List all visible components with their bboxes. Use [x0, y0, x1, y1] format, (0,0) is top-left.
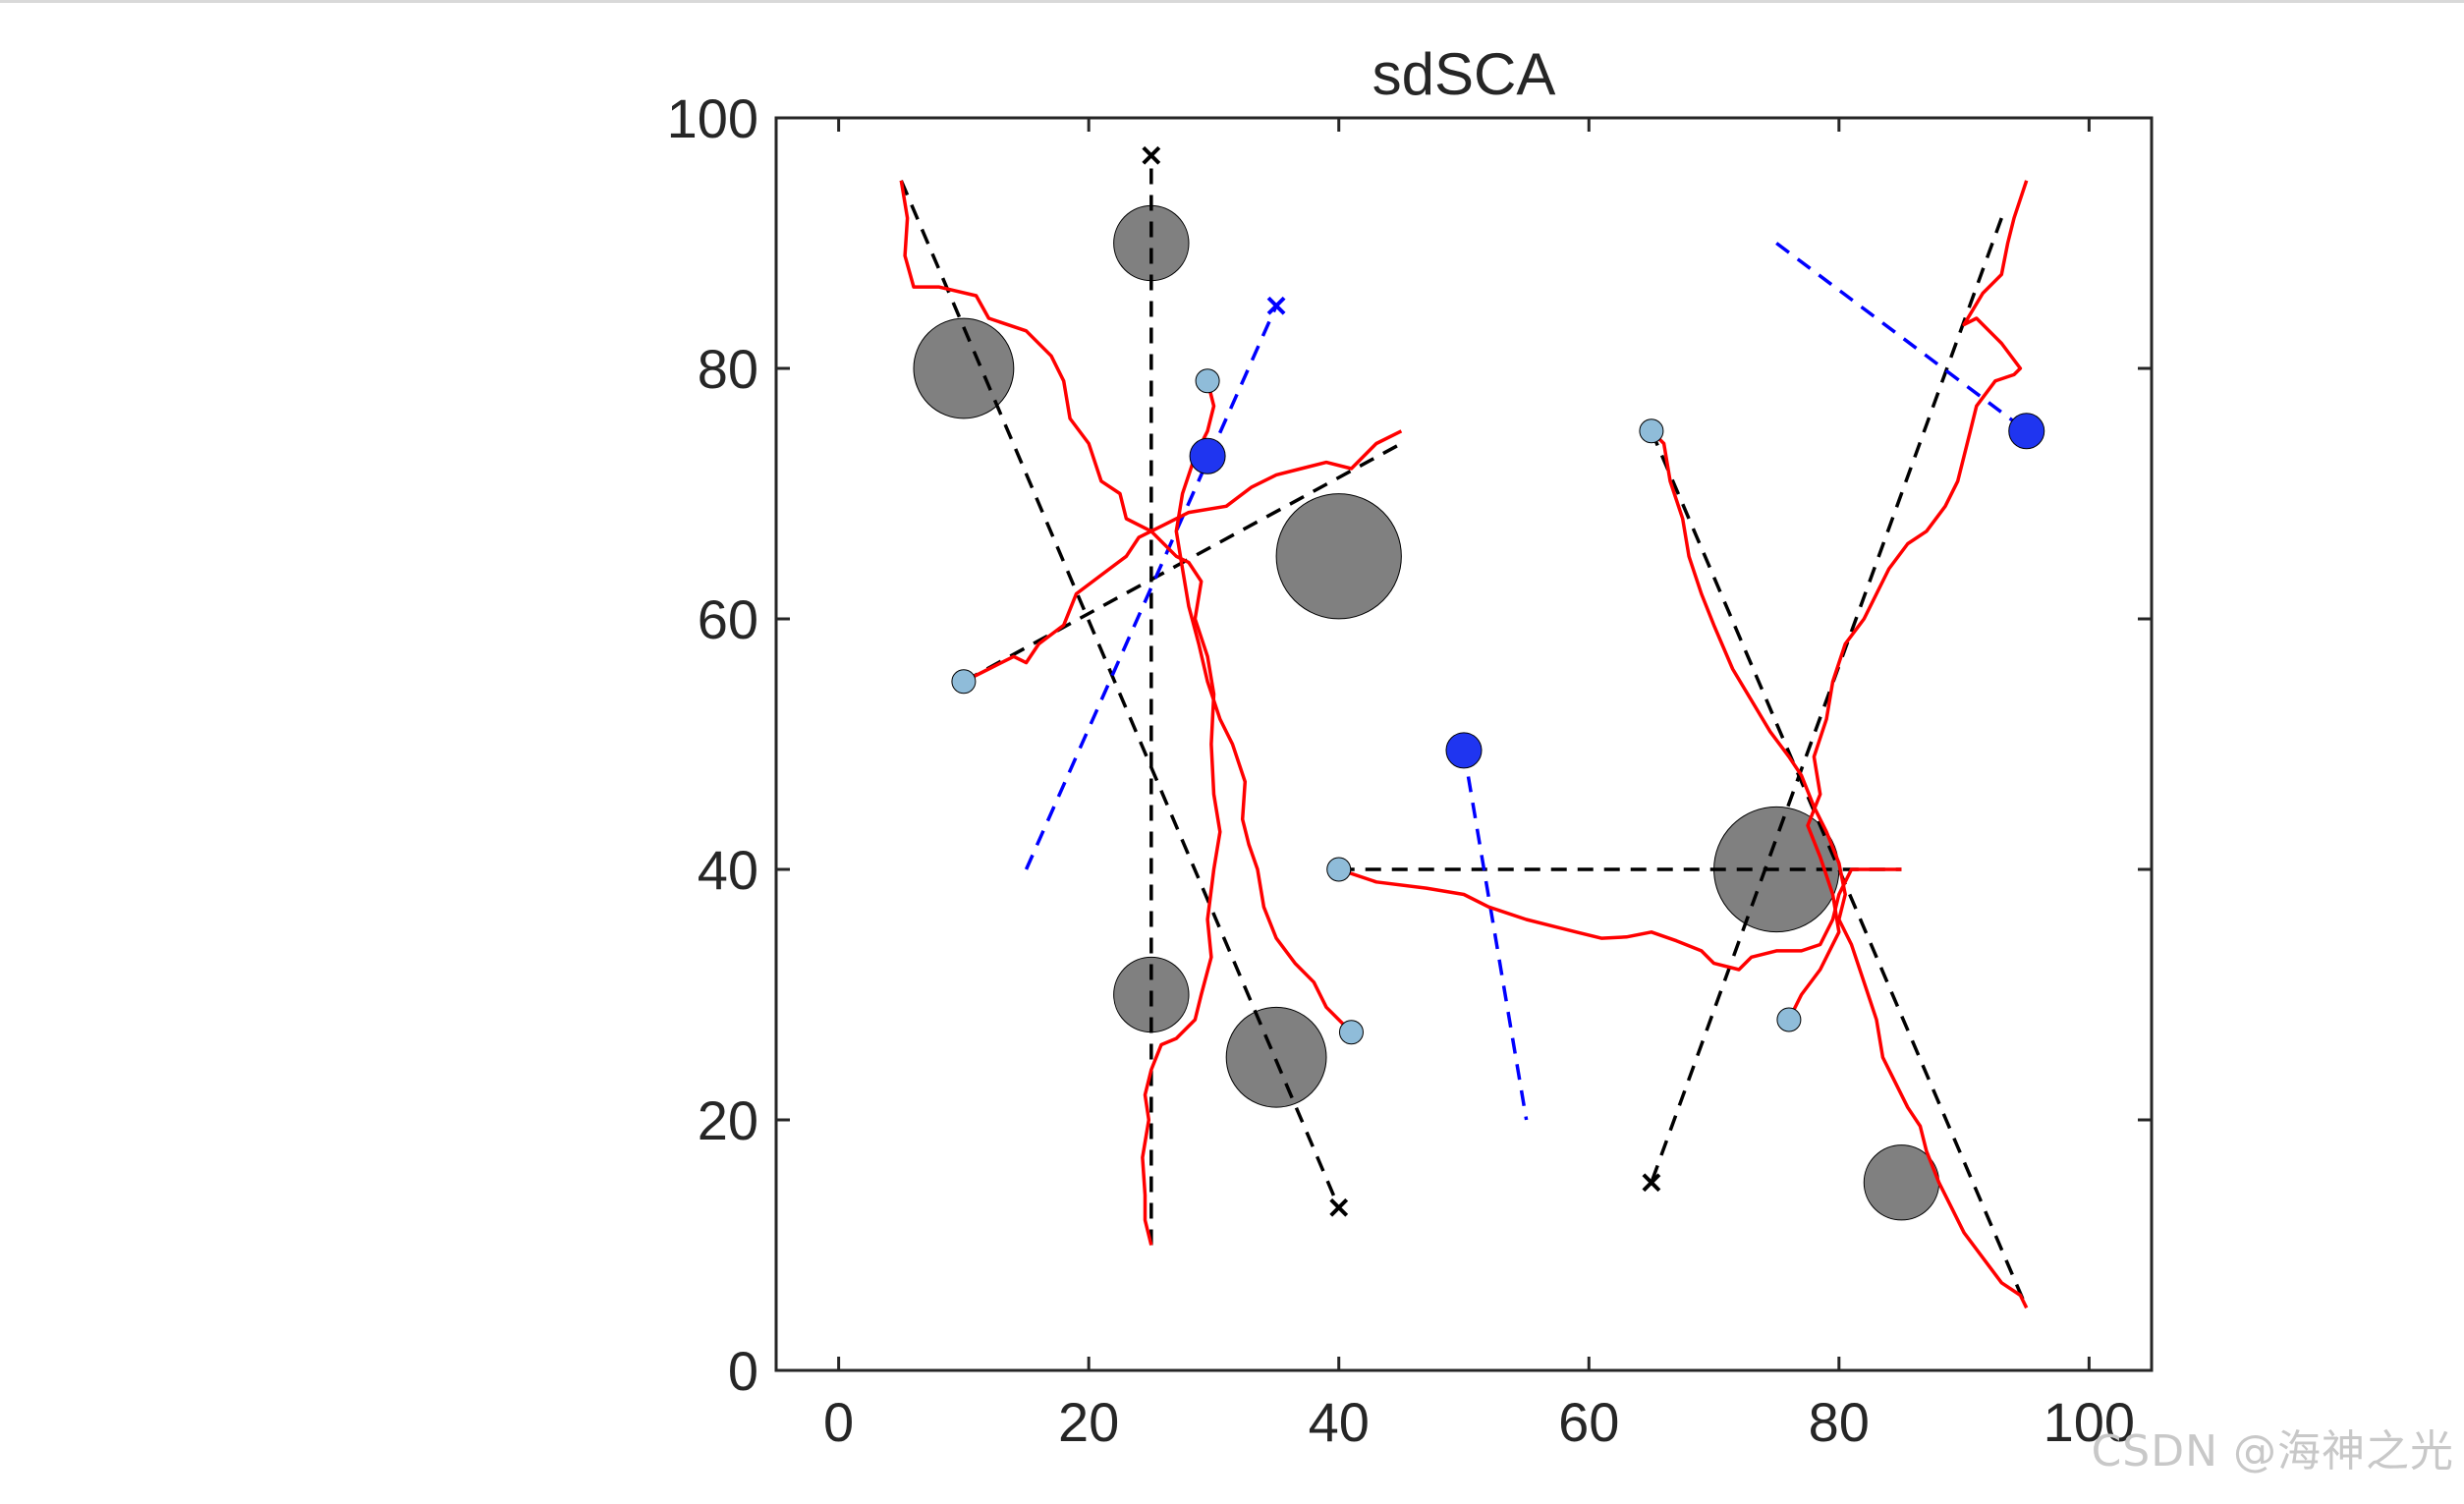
start-point-6: [1776, 1007, 1802, 1032]
dynamic-line-2: [1462, 750, 1529, 1121]
path-line-2: [963, 429, 1403, 684]
dynamic-line-end-marker-1: [1266, 296, 1286, 315]
y-tick-label-3: 40: [698, 839, 758, 901]
start-point-4: [1338, 1020, 1364, 1045]
top-divider: [0, 0, 2464, 3]
y-tick-label-6: 100: [667, 87, 758, 149]
axes-box: [774, 116, 2154, 1372]
obstacle-circle-3: [1275, 493, 1402, 620]
x-tick-label-4: 60: [1558, 1391, 1619, 1453]
reference-line-end-marker-6: [1642, 1173, 1661, 1193]
x-tick-label-2: 20: [1058, 1391, 1119, 1453]
dynamic-obstacle-point-2: [1445, 732, 1483, 769]
start-point-2: [1195, 368, 1220, 394]
obstacle-circle-1: [913, 317, 1015, 419]
x-tick-label-3: 40: [1309, 1391, 1370, 1453]
path-line-1: [899, 180, 1222, 1246]
path-line-4: [1338, 867, 1902, 972]
path-line-5: [1650, 429, 2029, 1309]
start-point-5: [1639, 418, 1664, 444]
x-tick-label-5: 80: [1809, 1391, 1870, 1453]
plot-area: [899, 145, 2045, 1309]
reference-line-6: [1650, 217, 2003, 1184]
dynamic-obstacle-point-3: [2008, 413, 2045, 450]
obstacle-circle-5: [1225, 1006, 1327, 1108]
reference-line-end-marker-2: [1329, 1198, 1349, 1217]
axes: 0 20 40 60 80 100 0 20 40 60 80 100: [667, 87, 2154, 1453]
path-line-3: [1174, 380, 1353, 1034]
dynamic-line-1: [1024, 305, 1278, 870]
watermark: CSDN @海神之光: [2091, 1426, 2454, 1476]
x-tick-label-6: 100: [2044, 1391, 2135, 1453]
start-point-3: [1326, 857, 1352, 882]
y-tick-label-5: 80: [698, 338, 758, 400]
obstacle-circle-2: [1113, 204, 1190, 282]
reference-line-2: [899, 180, 1341, 1208]
dynamic-obstacle-point-1: [1189, 437, 1226, 474]
y-tick-label-2: 20: [698, 1089, 758, 1151]
y-tick-label-4: 60: [698, 588, 758, 650]
x-tick-label-1: 0: [823, 1391, 854, 1453]
reference-line-end-marker-1: [1142, 145, 1161, 165]
path-line-6: [1787, 180, 2029, 1021]
start-point-1: [951, 669, 977, 695]
y-tick-label-1: 0: [728, 1340, 758, 1402]
chart-title: sdSCA: [1372, 41, 1556, 107]
